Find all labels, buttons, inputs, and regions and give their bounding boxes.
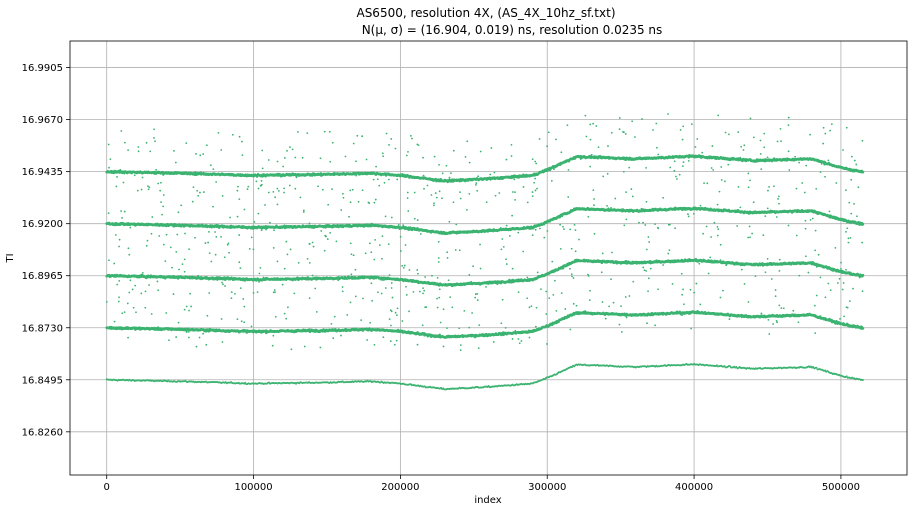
scatter-point: [861, 273, 865, 277]
chart-title-line1: AS6500, resolution 4X, (AS_4X_10hz_sf.tx…: [356, 6, 615, 20]
scatter-point: [861, 327, 865, 330]
scatter-point: [815, 366, 818, 369]
scatter-point: [438, 333, 441, 337]
chart-title-line2: N(μ, σ) = (16.904, 0.019) ns, resolution…: [362, 23, 663, 37]
points-layer: [105, 113, 865, 391]
scatter-point: [845, 375, 848, 378]
scatter-point: [812, 365, 815, 368]
scatter-point: [861, 379, 864, 381]
scatter-point: [735, 365, 738, 368]
scatter-point: [244, 381, 247, 384]
grid-layer: [70, 41, 907, 475]
scatter-point: [861, 222, 865, 226]
